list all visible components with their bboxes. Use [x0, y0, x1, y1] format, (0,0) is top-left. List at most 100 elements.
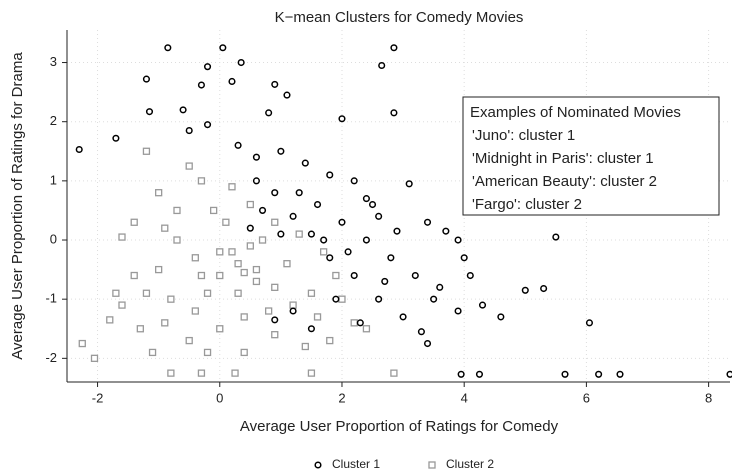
point: [164, 44, 172, 52]
annotation-box: [462, 96, 720, 216]
point: [203, 63, 212, 71]
legend-marker: [314, 461, 322, 469]
point: [145, 108, 154, 116]
point: [423, 218, 432, 226]
point: [320, 236, 328, 244]
point: [332, 271, 340, 280]
point: [112, 289, 120, 297]
annotation-line: 'American Beauty': cluster 2: [472, 173, 657, 190]
point: [219, 44, 227, 52]
point: [457, 370, 465, 378]
point: [142, 147, 151, 155]
point: [90, 354, 99, 362]
point: [466, 271, 474, 280]
point: [326, 171, 334, 179]
annotation-line: 'Juno': cluster 1: [472, 127, 575, 144]
point: [167, 369, 175, 377]
point: [387, 254, 395, 262]
point: [246, 224, 254, 232]
point: [197, 271, 206, 280]
point: [142, 289, 151, 297]
point: [222, 218, 230, 226]
point: [148, 348, 157, 357]
point: [375, 295, 383, 303]
point: [475, 370, 484, 378]
point: [271, 218, 279, 226]
point: [197, 177, 206, 185]
point: [350, 319, 358, 327]
point: [271, 283, 279, 291]
point: [295, 230, 303, 238]
point: [142, 75, 150, 83]
point: [289, 301, 297, 309]
point: [375, 212, 383, 220]
point: [130, 218, 138, 226]
point: [234, 260, 242, 268]
point: [155, 265, 163, 274]
point: [271, 80, 279, 88]
chart-title: K−mean Clusters for Comedy Movies: [275, 9, 524, 26]
point: [390, 109, 398, 117]
point: [430, 295, 438, 303]
point: [319, 248, 328, 256]
point: [454, 307, 462, 315]
point: [307, 289, 316, 297]
point: [338, 115, 346, 123]
point: [326, 254, 334, 262]
point: [289, 307, 297, 315]
point: [460, 254, 468, 262]
x-tick-label: 2: [338, 390, 345, 405]
point: [118, 301, 126, 309]
point: [264, 307, 273, 315]
point: [234, 289, 242, 297]
y-tick-label: 2: [50, 113, 57, 128]
point: [521, 286, 529, 294]
point: [185, 162, 193, 170]
point: [344, 248, 352, 256]
point: [252, 265, 261, 274]
point: [307, 369, 316, 377]
point: [118, 233, 126, 241]
point: [283, 91, 291, 99]
point: [252, 177, 260, 185]
point: [307, 230, 315, 238]
point: [216, 271, 224, 280]
point: [399, 313, 407, 321]
annotation-line: 'Fargo': cluster 2: [472, 196, 582, 213]
point: [78, 339, 86, 348]
point: [497, 313, 505, 321]
point: [185, 127, 193, 135]
point: [338, 218, 346, 226]
point: [112, 134, 120, 142]
point: [240, 348, 248, 357]
point: [356, 319, 364, 327]
point: [203, 121, 212, 129]
point: [228, 248, 236, 256]
point: [540, 284, 548, 293]
point: [246, 242, 254, 250]
point: [231, 369, 239, 377]
point: [161, 319, 169, 327]
point: [313, 200, 322, 209]
point: [381, 277, 389, 285]
point: [362, 195, 370, 203]
point: [283, 260, 291, 268]
point: [417, 328, 425, 336]
point: [258, 206, 267, 214]
point: [313, 313, 322, 321]
x-tick-label: 4: [461, 390, 468, 405]
point: [362, 236, 370, 244]
point: [423, 339, 432, 348]
point: [161, 224, 169, 232]
point: [216, 248, 224, 256]
point: [252, 153, 260, 161]
y-tick-label: -2: [45, 350, 57, 365]
point: [368, 200, 377, 209]
point: [210, 206, 218, 215]
point: [436, 283, 444, 291]
point: [350, 271, 358, 280]
legend-label: Cluster 1: [332, 457, 380, 471]
x-tick-label: 8: [705, 390, 712, 405]
point: [167, 295, 175, 303]
